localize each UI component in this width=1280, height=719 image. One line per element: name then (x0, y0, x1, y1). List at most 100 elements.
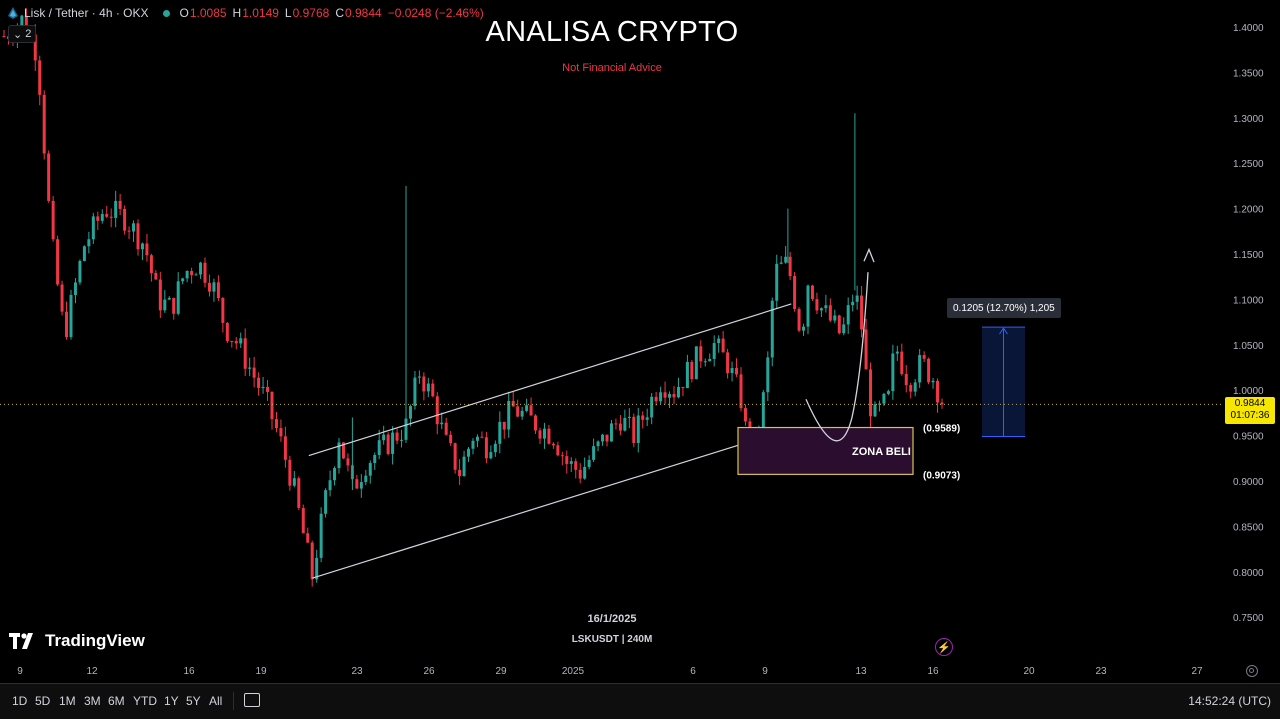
timeframe-5y-button[interactable]: 5Y (186, 694, 201, 708)
tradingview-logo[interactable]: TradingView (9, 631, 145, 651)
timeframe-all-button[interactable]: All (209, 694, 223, 708)
go-to-date-icon[interactable] (244, 693, 260, 707)
candle-body (663, 392, 667, 398)
candle-body (699, 346, 703, 362)
candle-body (516, 406, 520, 417)
timeframe-5d-button[interactable]: 5D (35, 694, 51, 708)
candle-body (498, 421, 502, 444)
candle-body (493, 443, 497, 453)
candle-body (87, 239, 91, 247)
candle-body (404, 418, 408, 440)
lightning-icon[interactable]: ⚡ (935, 638, 953, 656)
candle-body (766, 357, 770, 393)
candle-body (855, 295, 859, 302)
candle-body (2, 36, 6, 38)
candle-body (377, 440, 381, 455)
candle-body (158, 279, 162, 311)
candle-body (618, 423, 622, 431)
candle-body (520, 410, 524, 417)
candle-body (199, 262, 203, 275)
candle-body (310, 542, 314, 580)
time-tick-label: 6 (690, 666, 696, 677)
timeframe-1m-button[interactable]: 1M (59, 694, 76, 708)
candle-body (895, 351, 899, 354)
timeframe-3m-button[interactable]: 3M (84, 694, 101, 708)
candle-body (574, 461, 578, 470)
candle-body (860, 295, 864, 330)
candle-body (869, 369, 873, 417)
time-tick-label: 16 (183, 666, 195, 677)
candle-body (815, 299, 819, 311)
candle-body (467, 448, 471, 457)
candle-body (279, 428, 283, 437)
time-tick-label: 26 (423, 666, 435, 677)
candle-body (685, 361, 689, 389)
tradingview-brand: TradingView (45, 631, 145, 650)
measure-arrowhead (999, 327, 1008, 335)
candle-body (484, 437, 488, 459)
candle-body (449, 434, 453, 444)
time-tick-label: 20 (1023, 666, 1035, 677)
candle-body (458, 469, 462, 477)
timeframe-1y-button[interactable]: 1Y (164, 694, 179, 708)
time-tick-label: 9 (762, 666, 768, 677)
candle-body (373, 454, 377, 464)
candle-body (936, 380, 940, 403)
candle-body (274, 419, 278, 429)
candle-body (163, 299, 167, 311)
candle-body (788, 256, 792, 277)
candle-body (257, 377, 261, 388)
candle-body (793, 276, 797, 309)
candle-body (154, 273, 158, 280)
candle-body (33, 34, 37, 61)
utc-clock[interactable]: 14:52:24 (UTC) (1188, 694, 1271, 708)
time-tick-label: 29 (495, 666, 507, 677)
candle-body (542, 428, 546, 439)
time-tick-label: 27 (1191, 666, 1203, 677)
candle-body (78, 260, 82, 283)
candle-body (690, 361, 694, 380)
candle-body (864, 329, 868, 370)
time-tick-label: 12 (86, 666, 98, 677)
timeframe-1d-button[interactable]: 1D (12, 694, 28, 708)
candle-body (181, 278, 185, 282)
buy-zone-box (737, 426, 914, 475)
candle-body (297, 478, 301, 508)
price-tick-label: 0.8500 (1233, 522, 1264, 533)
candle-body (605, 434, 609, 442)
axis-settings-icon[interactable] (1246, 665, 1258, 677)
bottom-toolbar: 1D 5D 1M 3M 6M YTD 1Y 5Y All 14:52:24 (U… (0, 683, 1280, 719)
candle-body (502, 421, 506, 430)
timeframe-6m-button[interactable]: 6M (108, 694, 125, 708)
candle-body (735, 368, 739, 375)
indicators-toggle-button[interactable]: ⌄ 2 (8, 25, 37, 43)
candle-body (900, 351, 904, 374)
candle-body (480, 436, 484, 438)
timeframe-ytd-button[interactable]: YTD (133, 694, 157, 708)
candle-body (239, 338, 243, 344)
bar-countdown: 01:07:36 (1230, 410, 1270, 421)
price-tick-label: 1.0000 (1233, 386, 1264, 397)
projection-arrowhead (863, 247, 875, 263)
candle-body (270, 391, 274, 420)
candle-body (918, 355, 922, 383)
candle-body (534, 415, 538, 431)
candle-body (261, 386, 265, 388)
candle-body (650, 396, 654, 418)
candle-body (216, 282, 220, 299)
symbol-header[interactable]: Lisk / Tether · 4h · OKX O 1.0085 H 1.0149… (6, 5, 490, 21)
candle-body (873, 404, 877, 417)
candle-body (560, 455, 564, 457)
candle-body (69, 294, 73, 338)
candle-body (395, 432, 399, 441)
candle-body (922, 355, 926, 359)
candle-body (24, 15, 28, 32)
candle-body (583, 466, 587, 479)
candle-body (341, 442, 345, 459)
change-value: −0.0248 (−2.46%) (387, 6, 484, 20)
candle-body (364, 475, 368, 483)
symbol-name[interactable]: Lisk / Tether · 4h · OKX (24, 6, 149, 20)
candle-body (42, 94, 46, 154)
time-tick-label: 9 (17, 666, 23, 677)
